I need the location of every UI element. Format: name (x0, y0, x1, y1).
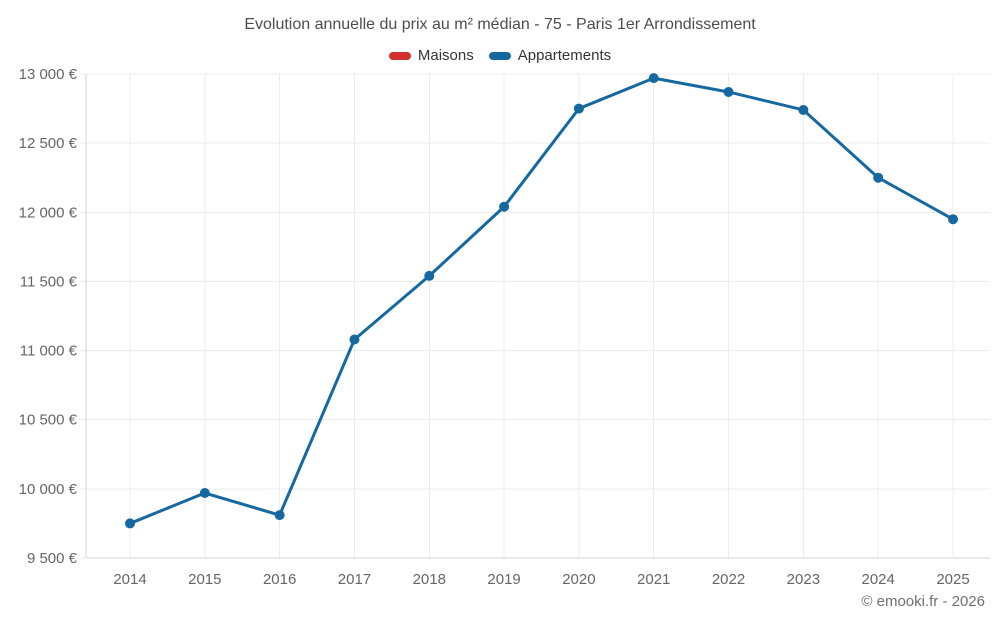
x-tick-label: 2022 (712, 571, 745, 588)
y-tick-label: 10 500 € (19, 412, 78, 429)
copyright-credit: © emooki.fr - 2026 (861, 593, 985, 610)
data-point-appartements-2018[interactable] (424, 270, 435, 281)
data-point-appartements-2024[interactable] (873, 172, 884, 183)
y-tick-label: 12 000 € (19, 204, 78, 221)
x-tick-label: 2023 (787, 571, 820, 588)
y-tick-label: 12 500 € (19, 135, 78, 152)
data-point-appartements-2020[interactable] (573, 103, 584, 114)
data-point-appartements-2016[interactable] (274, 510, 285, 521)
y-tick-label: 9 500 € (27, 550, 78, 567)
appartements-series-swatch-icon (488, 51, 511, 60)
legend-label-appartements: Appartements (517, 47, 612, 64)
x-tick-label: 2024 (861, 571, 894, 588)
data-point-appartements-2014[interactable] (125, 518, 135, 529)
y-tick-label: 11 500 € (20, 273, 78, 290)
legend-label-maisons: Maisons (417, 47, 474, 64)
x-tick-label: 2015 (188, 571, 221, 588)
legend-item-appartements[interactable]: Appartements (488, 47, 612, 64)
data-point-appartements-2019[interactable] (499, 201, 510, 212)
y-tick-label: 10 000 € (19, 481, 78, 498)
x-tick-label: 2021 (637, 571, 670, 588)
series-line-appartements (128, 76, 955, 525)
y-tick-label: 11 000 € (20, 343, 78, 360)
x-tick-label: 2018 (413, 571, 446, 588)
maisons-series-swatch-icon (388, 51, 411, 60)
x-tick-label: 2025 (936, 571, 969, 588)
data-point-appartements-2015[interactable] (199, 488, 210, 499)
x-tick-label: 2020 (562, 571, 595, 588)
data-point-appartements-2022[interactable] (723, 86, 734, 97)
chart-legend: Maisons Appartements (0, 47, 1000, 64)
x-tick-label: 2019 (487, 571, 520, 588)
data-point-appartements-2025[interactable] (948, 214, 958, 225)
data-point-appartements-2023[interactable] (798, 104, 809, 115)
data-point-appartements-2017[interactable] (349, 334, 360, 345)
x-tick-label: 2014 (113, 571, 146, 588)
x-tick-label: 2016 (263, 571, 296, 588)
x-tick-label: 2017 (338, 571, 371, 588)
chart-title: Evolution annuelle du prix au m² médian … (244, 16, 756, 33)
legend-item-maisons[interactable]: Maisons (388, 47, 474, 64)
y-tick-label: 13 000 € (19, 66, 78, 83)
data-point-appartements-2021[interactable] (648, 73, 659, 84)
